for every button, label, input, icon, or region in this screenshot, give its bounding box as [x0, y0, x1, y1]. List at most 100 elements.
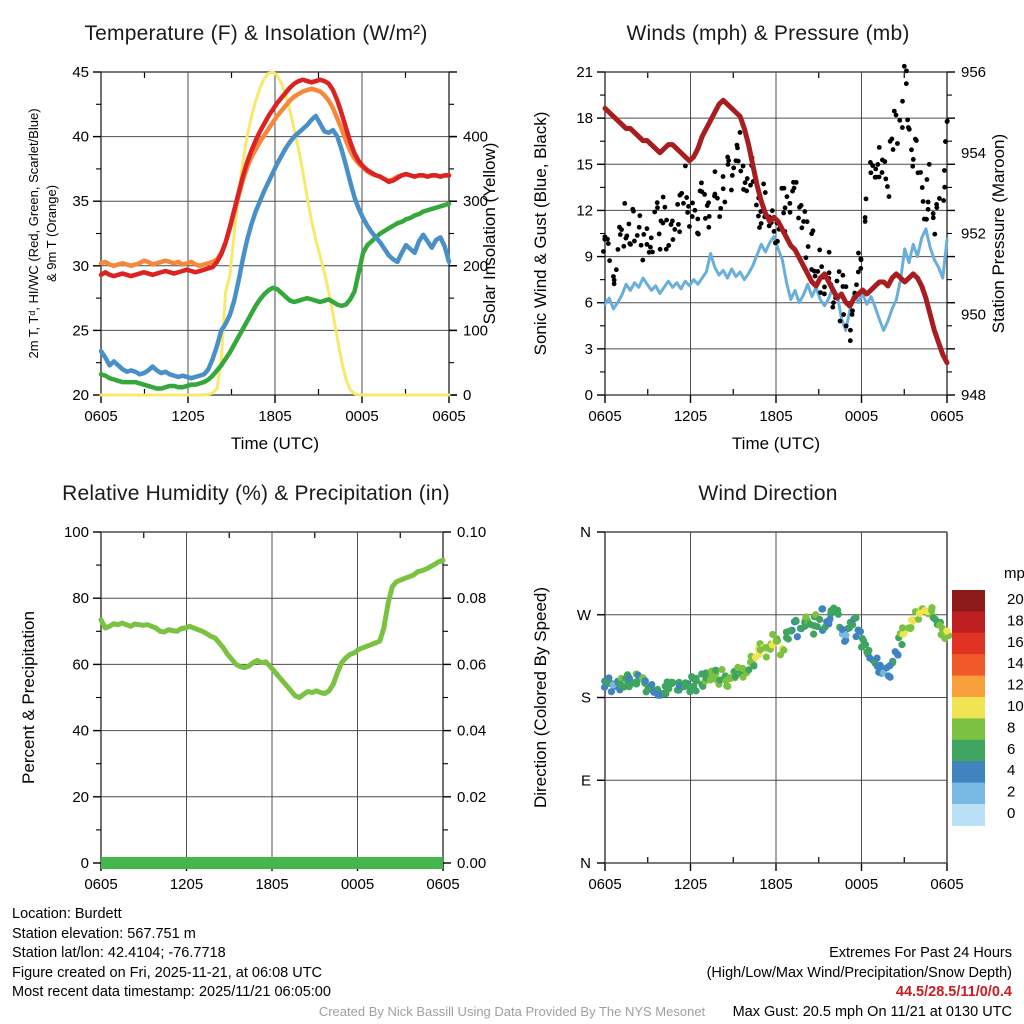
legend-label: 2	[1007, 784, 1015, 801]
ytick-label-right-insolation: 0	[463, 387, 471, 404]
ytick-label-left: 20	[72, 789, 89, 806]
gust-point	[735, 145, 740, 151]
legend-label: 20+	[1007, 591, 1024, 608]
wind-direction-point	[861, 640, 870, 649]
xtick-label: 0005	[345, 408, 378, 425]
chart-humidity-precipitation: 0 20 40 60 80 100 0605 1205 1805 0005 0605 0.00 0.02…	[19, 524, 486, 893]
wind-direction-point	[605, 674, 613, 682]
ytick-label-right-pressure: 952	[961, 226, 986, 243]
gust-point	[925, 199, 931, 205]
wind-direction-point	[854, 626, 862, 634]
gust-point	[686, 203, 691, 209]
gust-point	[619, 227, 624, 233]
axes-frame: 0 3 6 9 12 15 18 21 0605 1205 1805 0005 0605	[576, 64, 963, 425]
ytick-label-direction: N	[580, 855, 591, 872]
gust-point	[695, 216, 701, 222]
gust-point	[675, 201, 681, 207]
xlabel: Time (UTC)	[732, 434, 820, 453]
gust-point	[677, 192, 683, 198]
gust-point	[924, 216, 929, 222]
legend-label: 16	[1007, 634, 1024, 651]
wind-direction-point	[617, 680, 625, 688]
gust-point	[796, 215, 801, 221]
wind-direction-point	[906, 625, 914, 633]
wind-direction-point	[841, 637, 849, 645]
legend-label: 12	[1007, 677, 1024, 694]
gust-point	[677, 229, 683, 235]
gust-point	[941, 198, 947, 203]
wind-direction-point	[852, 614, 860, 622]
legend-label: 18	[1007, 612, 1024, 629]
legend-title: mph	[1004, 565, 1024, 582]
panel-temperature-insolation: Temperature (F) & Insolation (W/m²) 20 25…	[0, 0, 512, 460]
wind-direction-point	[884, 672, 893, 680]
gust-point	[718, 205, 724, 211]
gust-point	[692, 207, 698, 213]
gust-point	[622, 201, 628, 206]
ytick-label-right-insolation: 200	[463, 258, 488, 275]
series-precipitation-band	[101, 857, 443, 869]
ytick-label-direction: N	[580, 524, 591, 541]
series-gust-dots	[600, 63, 950, 344]
gust-point	[804, 219, 810, 225]
gust-point	[932, 231, 938, 237]
gust-point	[801, 219, 806, 224]
chart-wind-direction: 0605 1205 1805 0005 0605 N W S E N Direction (Colo…	[531, 524, 1024, 893]
wind-direction-point	[865, 646, 873, 655]
wind-direction-point	[898, 624, 907, 632]
xtick-label: 0605	[930, 408, 963, 425]
xtick-label: 0605	[432, 408, 465, 425]
gust-point	[641, 232, 647, 237]
gust-point	[627, 241, 633, 246]
wind-direction-point	[793, 633, 801, 641]
legend-label: 6	[1007, 741, 1015, 758]
gust-point	[942, 184, 948, 190]
wind-direction-point	[826, 615, 834, 623]
gust-point	[943, 139, 948, 144]
gust-point	[875, 162, 881, 167]
gust-point	[893, 112, 899, 118]
legend-label: 10	[1007, 698, 1024, 715]
wind-direction-point	[607, 688, 615, 696]
gust-point	[854, 282, 859, 288]
chart-temperature-insolation: 20 25 30 35 40 45 0605 1205 1805 0005 0605 0 100 200 3…	[26, 64, 499, 453]
footer-elevation: Station elevation: 567.751 m	[12, 925, 196, 942]
gust-point	[669, 218, 675, 224]
gust-point	[897, 117, 903, 123]
gust-point	[830, 304, 836, 310]
ytick-label-right-precip: 0.02	[457, 789, 486, 806]
series-station-pressure	[602, 97, 950, 366]
wind-direction-point	[858, 634, 867, 643]
gust-point	[699, 180, 704, 186]
gust-point	[797, 204, 802, 210]
wind-direction-point	[784, 635, 792, 643]
ytick-label-left: 40	[72, 723, 89, 740]
wind-direction-point	[813, 623, 821, 631]
gust-point	[687, 224, 692, 229]
gust-point	[849, 312, 855, 317]
gust-point	[758, 221, 764, 226]
gust-point	[731, 165, 737, 171]
gust-point	[930, 211, 936, 216]
ytick-label-right-pressure: 956	[961, 64, 986, 81]
footer-station-info: Location: Burdett Station elevation: 567…	[12, 905, 331, 1003]
wind-direction-point	[702, 669, 710, 677]
wind-direction-point	[894, 651, 902, 659]
gust-point	[930, 215, 936, 221]
ytick-label-left: 25	[72, 322, 89, 339]
ytick-label-left: 60	[72, 656, 89, 673]
gust-point	[706, 213, 712, 219]
gust-point	[843, 323, 849, 329]
gust-point	[631, 208, 636, 214]
gust-point	[748, 182, 753, 188]
ylabel-left-line1: 2m T, Tᵈ, HI/WC (Red, Green, Scarlet/Blu…	[26, 108, 41, 358]
footer-timestamp: Most recent data timestamp: 2025/11/21 0…	[12, 984, 331, 1000]
wind-direction-point	[641, 677, 649, 685]
gust-point	[607, 258, 612, 264]
gust-point	[654, 200, 660, 206]
gust-point	[850, 308, 855, 314]
gust-point	[937, 196, 942, 201]
gust-point	[717, 214, 723, 220]
gust-point	[664, 217, 670, 223]
wind-direction-point	[838, 625, 846, 634]
